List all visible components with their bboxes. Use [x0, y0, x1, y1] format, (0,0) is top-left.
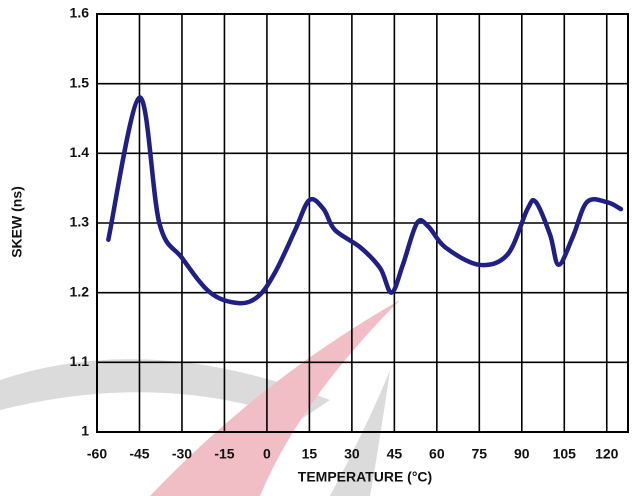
plot-frame — [96, 13, 629, 433]
x-tick-label: 75 — [472, 446, 488, 462]
x-tick-label: 30 — [344, 446, 360, 462]
x-tick-label: 15 — [302, 446, 318, 462]
y-tick-label: 1.4 — [70, 144, 90, 160]
watermark — [0, 300, 400, 496]
series-line — [106, 95, 624, 306]
x-tick-label: 45 — [387, 446, 403, 462]
y-tick-label: 1.3 — [70, 214, 90, 230]
x-tick-label: 90 — [514, 446, 530, 462]
watermark-arc — [0, 359, 330, 420]
y-tick-label: 1.5 — [70, 74, 90, 90]
x-axis-label: TEMPERATURE (°C) — [298, 469, 432, 485]
x-tick-label: 60 — [429, 446, 445, 462]
x-tick-label: -60 — [87, 446, 107, 462]
watermark-arc — [330, 370, 390, 496]
x-tick-label: -15 — [214, 446, 234, 462]
x-tick-label: 0 — [263, 446, 271, 462]
y-tick-label: 1.6 — [70, 5, 90, 21]
watermark-arc — [150, 300, 400, 496]
y-axis-label: SKEW (ns) — [9, 186, 25, 258]
x-tick-label: 105 — [553, 446, 577, 462]
y-tick-label: 1.2 — [70, 283, 90, 299]
x-tick-label: -30 — [172, 446, 192, 462]
x-tick-label: -45 — [129, 446, 149, 462]
y-tick-label: 1.1 — [70, 353, 90, 369]
x-tick-label: 120 — [595, 446, 619, 462]
y-tick-label: 1 — [81, 423, 89, 439]
